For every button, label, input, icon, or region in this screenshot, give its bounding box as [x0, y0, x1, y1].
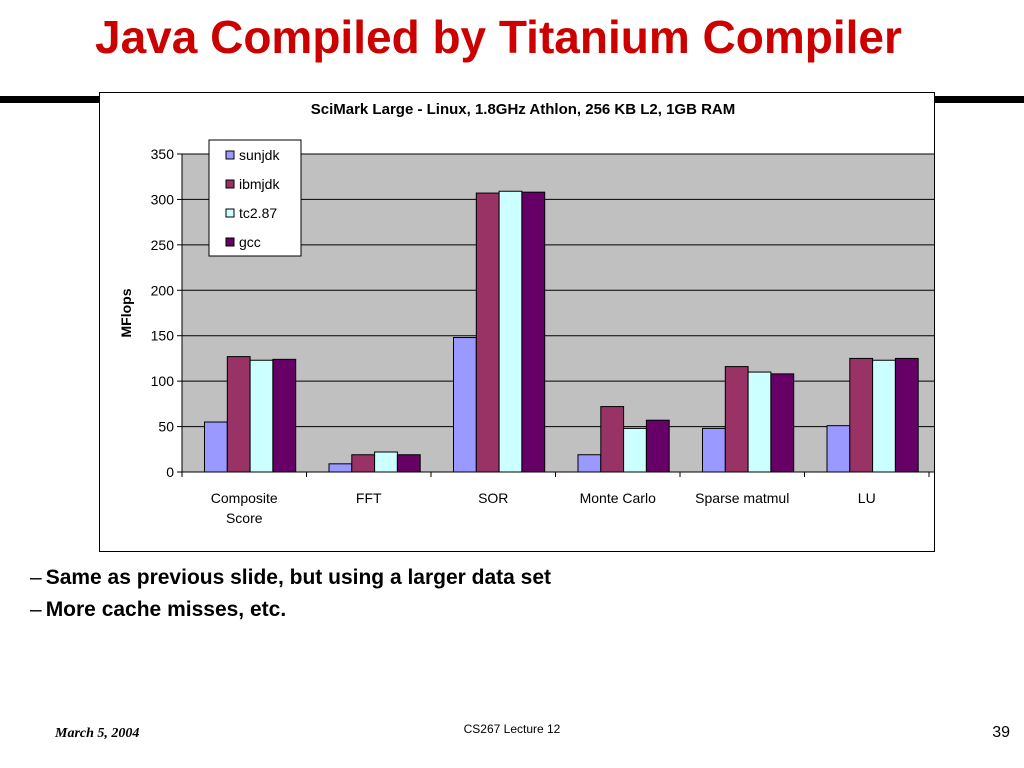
y-tick-label: 300 [151, 191, 175, 207]
y-tick-label: 350 [151, 146, 175, 162]
legend-swatch-gcc [225, 237, 235, 247]
bullet-marker: – [30, 598, 42, 621]
footer-date: March 5, 2004 [55, 726, 140, 741]
bar-tc2.87-0 [249, 359, 274, 473]
bullet-item: – More cache misses, etc. [30, 594, 551, 626]
legend-swatch-tc2.87 [225, 208, 235, 218]
bar-tc2.87-2 [498, 190, 523, 473]
bullet-list: – Same as previous slide, but using a lar… [30, 562, 551, 626]
slide-title: Java Compiled by Titanium Compiler [95, 11, 902, 63]
legend-label-gcc: gcc [239, 234, 261, 250]
x-tick-label: Sparse matmul [695, 490, 789, 506]
bar-tc2.87-3 [623, 427, 647, 473]
bar-sunjdk-4 [702, 427, 726, 473]
legend-label-ibmjdk: ibmjdk [239, 176, 280, 192]
y-tick-label: 50 [158, 419, 174, 435]
bar-gcc-2 [521, 191, 546, 473]
bar-tc2.87-5 [872, 359, 896, 473]
chart-frame: SciMark Large - Linux, 1.8GHz Athlon, 25… [99, 92, 935, 552]
bullet-marker: – [30, 566, 42, 589]
y-tick-label: 0 [166, 464, 174, 480]
chart-title: SciMark Large - Linux, 1.8GHz Athlon, 25… [311, 101, 736, 118]
bar-ibmjdk-2 [475, 192, 500, 473]
x-tick-label: Monte Carlo [580, 490, 656, 506]
y-tick-label: 200 [151, 282, 175, 298]
bar-sunjdk-1 [328, 463, 353, 473]
y-axis-label: MFlops [118, 288, 134, 337]
plot-area [182, 154, 934, 472]
bullet-text: More cache misses, etc. [45, 598, 287, 621]
bar-tc2.87-1 [374, 451, 398, 473]
bar-ibmjdk-0 [226, 356, 251, 473]
footer-course: CS267 Lecture 12 [463, 722, 561, 736]
bar-sunjdk-2 [453, 337, 477, 473]
bullet-item: – Same as previous slide, but using a lar… [30, 562, 551, 594]
bar-sunjdk-0 [204, 421, 228, 473]
bar-gcc-5 [894, 357, 919, 473]
bar-chart: SciMark Large - Linux, 1.8GHz Athlon, 25… [118, 101, 934, 526]
x-tick-label: SOR [478, 490, 508, 506]
x-tick-label: Composite [211, 490, 278, 506]
bullet-text: Same as previous slide, but using a larg… [45, 566, 552, 589]
bar-tc2.87-4 [747, 371, 772, 473]
bar-gcc-0 [272, 358, 297, 473]
bar-gcc-1 [396, 454, 421, 473]
legend-box [208, 139, 302, 257]
legend-label-tc2.87: tc2.87 [239, 205, 277, 221]
x-tick-label: FFT [356, 490, 382, 506]
legend-swatch-ibmjdk [225, 179, 235, 189]
y-tick-label: 150 [151, 328, 175, 344]
bar-sunjdk-5 [826, 425, 851, 473]
x-tick-label: LU [858, 490, 876, 506]
bar-ibmjdk-5 [849, 357, 874, 473]
bar-sunjdk-3 [577, 454, 602, 473]
y-tick-label: 250 [151, 237, 175, 253]
legend-label-sunjdk: sunjdk [239, 147, 280, 163]
legend-swatch-sunjdk [225, 150, 235, 160]
x-tick-label: Score [226, 510, 263, 526]
page-number: 39 [992, 724, 1010, 741]
bar-gcc-3 [645, 419, 670, 473]
bar-ibmjdk-1 [351, 454, 376, 473]
bar-ibmjdk-3 [600, 406, 625, 473]
bar-gcc-4 [770, 373, 795, 473]
bar-ibmjdk-4 [724, 366, 749, 473]
y-tick-label: 100 [151, 373, 175, 389]
